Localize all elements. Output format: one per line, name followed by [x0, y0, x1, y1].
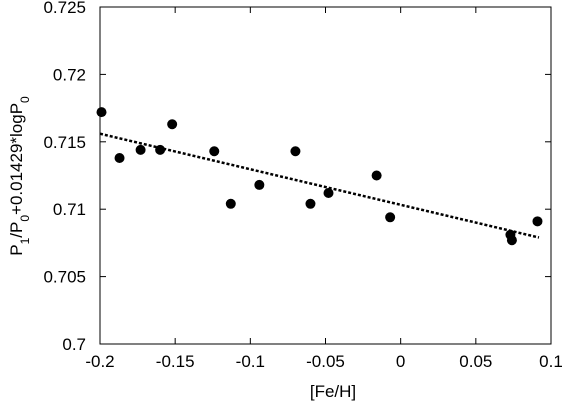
x-tick-label: -0.2 — [85, 352, 114, 371]
data-points-layer — [96, 107, 543, 246]
x-tick-label: -0.1 — [236, 352, 265, 371]
data-point — [209, 146, 220, 157]
x-axis-ticks: -0.2 -0.15 -0.1 -0.05 0 0.05 0.1 — [85, 7, 563, 371]
x-tick-label: 0 — [396, 352, 405, 371]
data-point — [114, 152, 125, 163]
data-point — [254, 179, 265, 190]
x-axis-label: [Fe/H] — [310, 382, 356, 401]
y-tick-label: 0.71 — [53, 200, 86, 219]
x-tick-label: -0.15 — [156, 352, 195, 371]
y-axis-label: P1/P0+0.01429*logP0 — [7, 96, 32, 256]
x-tick-label: 0.1 — [539, 352, 563, 371]
y-tick-label: 0.725 — [43, 0, 86, 17]
data-point — [305, 198, 316, 209]
y-tick-label: 0.72 — [53, 65, 86, 84]
x-tick-label: -0.05 — [306, 352, 345, 371]
y-axis-ticks: 0.7 0.705 0.71 0.715 0.72 0.725 — [43, 0, 551, 354]
plot-area-border — [99, 6, 552, 345]
data-point — [506, 235, 517, 246]
data-point — [385, 212, 396, 223]
x-tick-label: 0.05 — [459, 352, 492, 371]
linear-fit-line — [99, 132, 540, 239]
y-tick-label: 0.705 — [43, 268, 86, 287]
data-point — [135, 144, 146, 155]
data-point — [290, 146, 301, 157]
trend-line-layer — [99, 132, 540, 239]
data-point — [323, 188, 334, 199]
data-point — [167, 119, 178, 130]
y-tick-label: 0.715 — [43, 133, 86, 152]
data-point — [155, 144, 166, 155]
y-tick-label: 0.7 — [62, 335, 86, 354]
data-point — [225, 198, 236, 209]
data-point — [532, 216, 543, 227]
data-point — [371, 170, 382, 181]
plot-frame — [99, 6, 552, 345]
data-point — [96, 107, 107, 118]
